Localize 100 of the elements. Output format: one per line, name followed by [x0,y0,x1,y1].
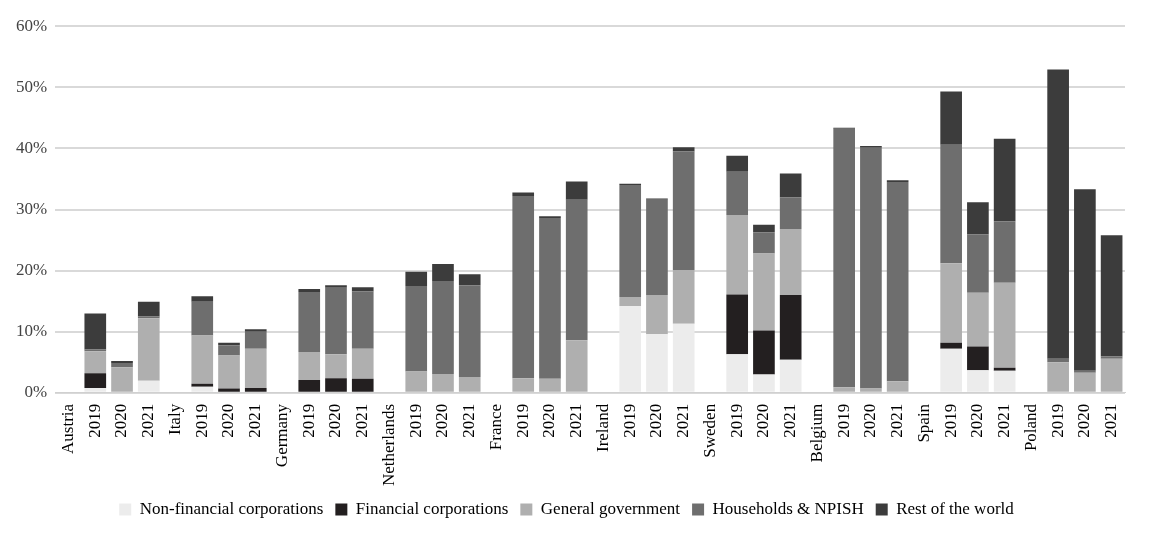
bar [458,285,481,377]
x-tick-label: 2019 [512,403,532,438]
bar [672,151,695,271]
x-tick-label: Belgium [806,403,826,463]
x-tick-label: Ireland [592,403,612,452]
bar [940,342,962,349]
bar [298,288,321,293]
x-tick-label: 2021 [673,403,693,438]
bar [244,329,267,332]
bar [405,271,428,286]
x-tick-label: 2021 [994,403,1014,438]
bar [1100,356,1123,359]
bar [84,387,107,392]
bar [672,323,695,392]
x-tick-label: 2019 [726,403,746,438]
y-tick-label: 40% [15,137,48,157]
bar [244,387,267,392]
x-tick-label: 2020 [325,403,345,438]
bar [218,345,240,356]
bar [726,354,749,392]
x-tick-label: 2021 [138,403,158,438]
x-tick-label: 2019 [1047,403,1067,438]
x-tick-label: 2020 [646,403,666,438]
bar [753,330,775,375]
x-tick-label: 2019 [405,403,425,438]
x-tick-label: Italy [164,403,184,436]
bar [779,295,802,360]
x-tick-label: 2020 [218,403,238,438]
bar [860,147,882,389]
x-tick-label: Poland [1020,403,1040,452]
bar [1047,69,1069,359]
bar [1100,235,1123,357]
bar [993,370,1016,392]
bar [458,376,481,392]
legend-label: General government [540,498,681,518]
bar [833,128,855,388]
bar [726,171,749,216]
bar [565,181,588,200]
x-tick-label: 2019 [84,403,104,438]
bar [351,287,374,292]
x-tick-label: 2020 [539,403,559,438]
bar [779,359,802,392]
bar [672,147,695,152]
x-tick-label: France [485,403,505,451]
bar [726,215,749,295]
y-tick-label: 0% [24,382,48,402]
bar [432,373,454,392]
bar [940,348,962,392]
bar [218,355,240,389]
x-tick-label: 2019 [833,403,853,438]
x-tick-label: Germany [271,403,291,468]
bar [967,292,989,347]
bar [84,351,107,374]
bar [405,285,428,372]
bar [779,173,802,198]
bar [860,388,882,392]
bar [137,318,160,381]
x-tick-label: 2020 [860,403,880,438]
bar [940,91,962,145]
legend-label: Households & NPISH [712,498,864,518]
bar [619,306,642,392]
bar [726,294,749,355]
bar [298,292,321,352]
legend-label: Rest of the world [896,498,1015,518]
bar [512,196,535,379]
bar [672,270,695,324]
bar [993,138,1016,222]
x-tick-label: 2020 [967,403,987,438]
x-tick-label: Spain [913,403,933,443]
bar [351,378,374,392]
bar [1047,362,1069,392]
bar [512,378,535,392]
bar [833,387,855,392]
bar [967,202,989,235]
y-tick-label: 10% [15,321,48,341]
x-tick-label: 2021 [1101,403,1121,438]
x-tick-label: Netherlands [378,403,398,486]
bar [565,199,588,341]
bar [405,371,428,392]
bar [191,383,214,387]
x-tick-label: 2020 [753,403,773,438]
bar [886,381,909,392]
bar [191,301,214,336]
bar [1100,358,1123,392]
bar [726,155,749,172]
bar [539,378,561,392]
bar [619,296,642,307]
bar [298,380,321,392]
bar [84,313,107,350]
bar [325,287,347,355]
bar [298,351,321,381]
bar [191,296,214,302]
bar [967,234,989,293]
x-tick-label: 2021 [352,403,372,438]
bar [325,285,347,288]
bar [137,301,160,317]
bar [646,295,668,335]
bar [940,144,962,264]
bar [432,263,454,282]
bar [753,224,775,233]
